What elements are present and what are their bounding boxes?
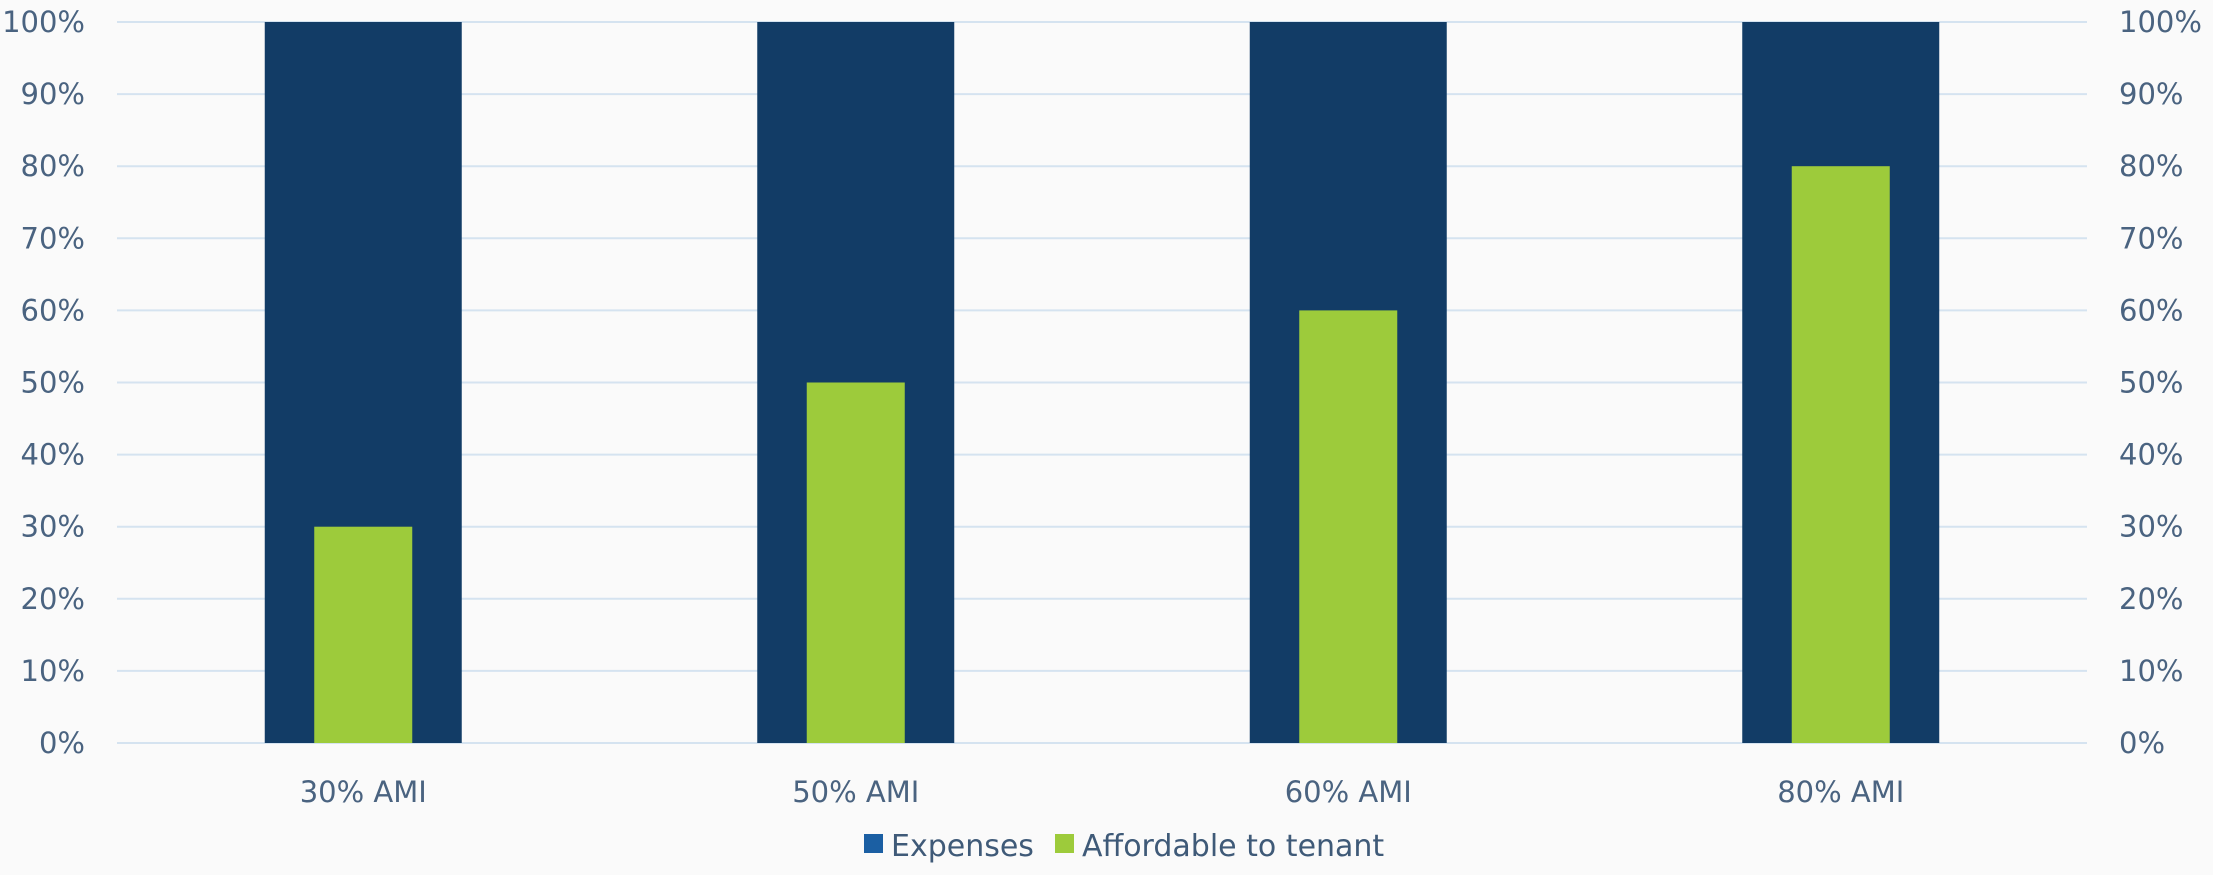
x-category-label: 80% AMI bbox=[1777, 775, 1904, 809]
x-axis: 30% AMI 50% AMI 60% AMI 80% AMI bbox=[300, 775, 1905, 809]
y-tick-label-left: 60% bbox=[21, 293, 85, 327]
y-tick-label-right: 0% bbox=[2119, 726, 2165, 760]
y-tick-label-right: 70% bbox=[2119, 221, 2183, 255]
legend: Expenses Affordable to tenant bbox=[864, 829, 1384, 864]
y-tick-label-left: 70% bbox=[21, 221, 85, 255]
y-tick-label-right: 50% bbox=[2119, 366, 2183, 400]
right-y-axis: 0% 10% 20% 30% 40% 50% 60% 70% 80% 90% 100% bbox=[2119, 5, 2202, 760]
y-tick-label-right: 100% bbox=[2119, 5, 2202, 39]
y-tick-label-left: 50% bbox=[21, 366, 85, 400]
legend-label: Expenses bbox=[891, 829, 1034, 864]
bars bbox=[264, 22, 1940, 743]
legend-swatch-expenses bbox=[864, 834, 883, 853]
x-category-label: 50% AMI bbox=[792, 775, 919, 809]
y-tick-label-right: 30% bbox=[2119, 510, 2183, 544]
y-tick-label-left: 30% bbox=[21, 510, 85, 544]
y-tick-label-right: 90% bbox=[2119, 77, 2183, 111]
x-category-label: 30% AMI bbox=[300, 775, 427, 809]
y-tick-label-right: 40% bbox=[2119, 438, 2183, 472]
y-tick-label-left: 90% bbox=[21, 77, 85, 111]
left-y-axis: 0% 10% 20% 30% 40% 50% 60% 70% 80% 90% 100% bbox=[2, 5, 85, 760]
y-tick-label-left: 40% bbox=[21, 438, 85, 472]
x-category-label: 60% AMI bbox=[1285, 775, 1412, 809]
bar-affordable-to-tenant-3 bbox=[1791, 166, 1890, 743]
y-tick-label-right: 20% bbox=[2119, 582, 2183, 616]
y-tick-label-right: 80% bbox=[2119, 149, 2183, 183]
bar-affordable-to-tenant-0 bbox=[314, 526, 413, 743]
bar-affordable-to-tenant-1 bbox=[806, 382, 905, 743]
y-tick-label-left: 0% bbox=[39, 726, 85, 760]
y-tick-label-left: 100% bbox=[2, 5, 85, 39]
y-tick-label-right: 60% bbox=[2119, 293, 2183, 327]
legend-label: Affordable to tenant bbox=[1082, 829, 1384, 864]
y-tick-label-left: 10% bbox=[21, 654, 85, 688]
bar-affordable-to-tenant-2 bbox=[1299, 310, 1398, 743]
y-tick-label-left: 80% bbox=[21, 149, 85, 183]
legend-swatch-affordable-to-tenant bbox=[1055, 834, 1074, 853]
y-tick-label-right: 10% bbox=[2119, 654, 2183, 688]
y-tick-label-left: 20% bbox=[21, 582, 85, 616]
